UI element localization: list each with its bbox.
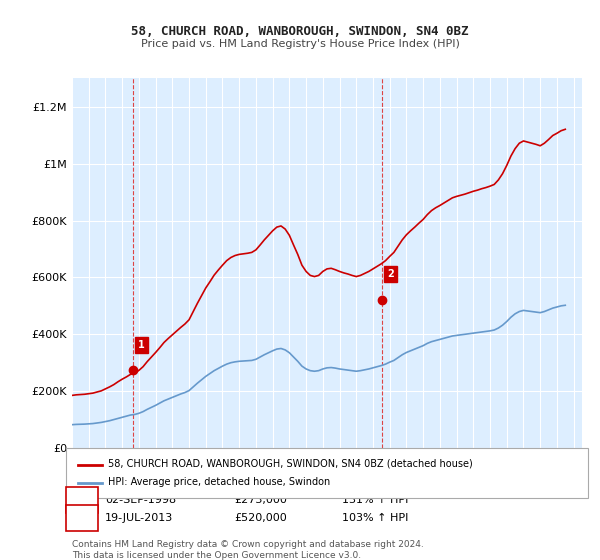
Text: 58, CHURCH ROAD, WANBOROUGH, SWINDON, SN4 0BZ: 58, CHURCH ROAD, WANBOROUGH, SWINDON, SN…: [131, 25, 469, 38]
Text: 2: 2: [387, 269, 394, 279]
Text: 1: 1: [139, 339, 145, 349]
Text: 19-JUL-2013: 19-JUL-2013: [105, 513, 173, 523]
Text: 2: 2: [79, 513, 86, 523]
Text: Price paid vs. HM Land Registry's House Price Index (HPI): Price paid vs. HM Land Registry's House …: [140, 39, 460, 49]
Text: £273,000: £273,000: [234, 495, 287, 505]
Text: 103% ↑ HPI: 103% ↑ HPI: [342, 513, 409, 523]
Text: £520,000: £520,000: [234, 513, 287, 523]
Text: Contains HM Land Registry data © Crown copyright and database right 2024.
This d: Contains HM Land Registry data © Crown c…: [72, 540, 424, 560]
Text: 58, CHURCH ROAD, WANBOROUGH, SWINDON, SN4 0BZ (detached house): 58, CHURCH ROAD, WANBOROUGH, SWINDON, SN…: [108, 459, 473, 469]
Text: 02-SEP-1998: 02-SEP-1998: [105, 495, 176, 505]
Text: 131% ↑ HPI: 131% ↑ HPI: [342, 495, 409, 505]
Text: 1: 1: [79, 495, 86, 505]
Text: HPI: Average price, detached house, Swindon: HPI: Average price, detached house, Swin…: [108, 477, 330, 487]
